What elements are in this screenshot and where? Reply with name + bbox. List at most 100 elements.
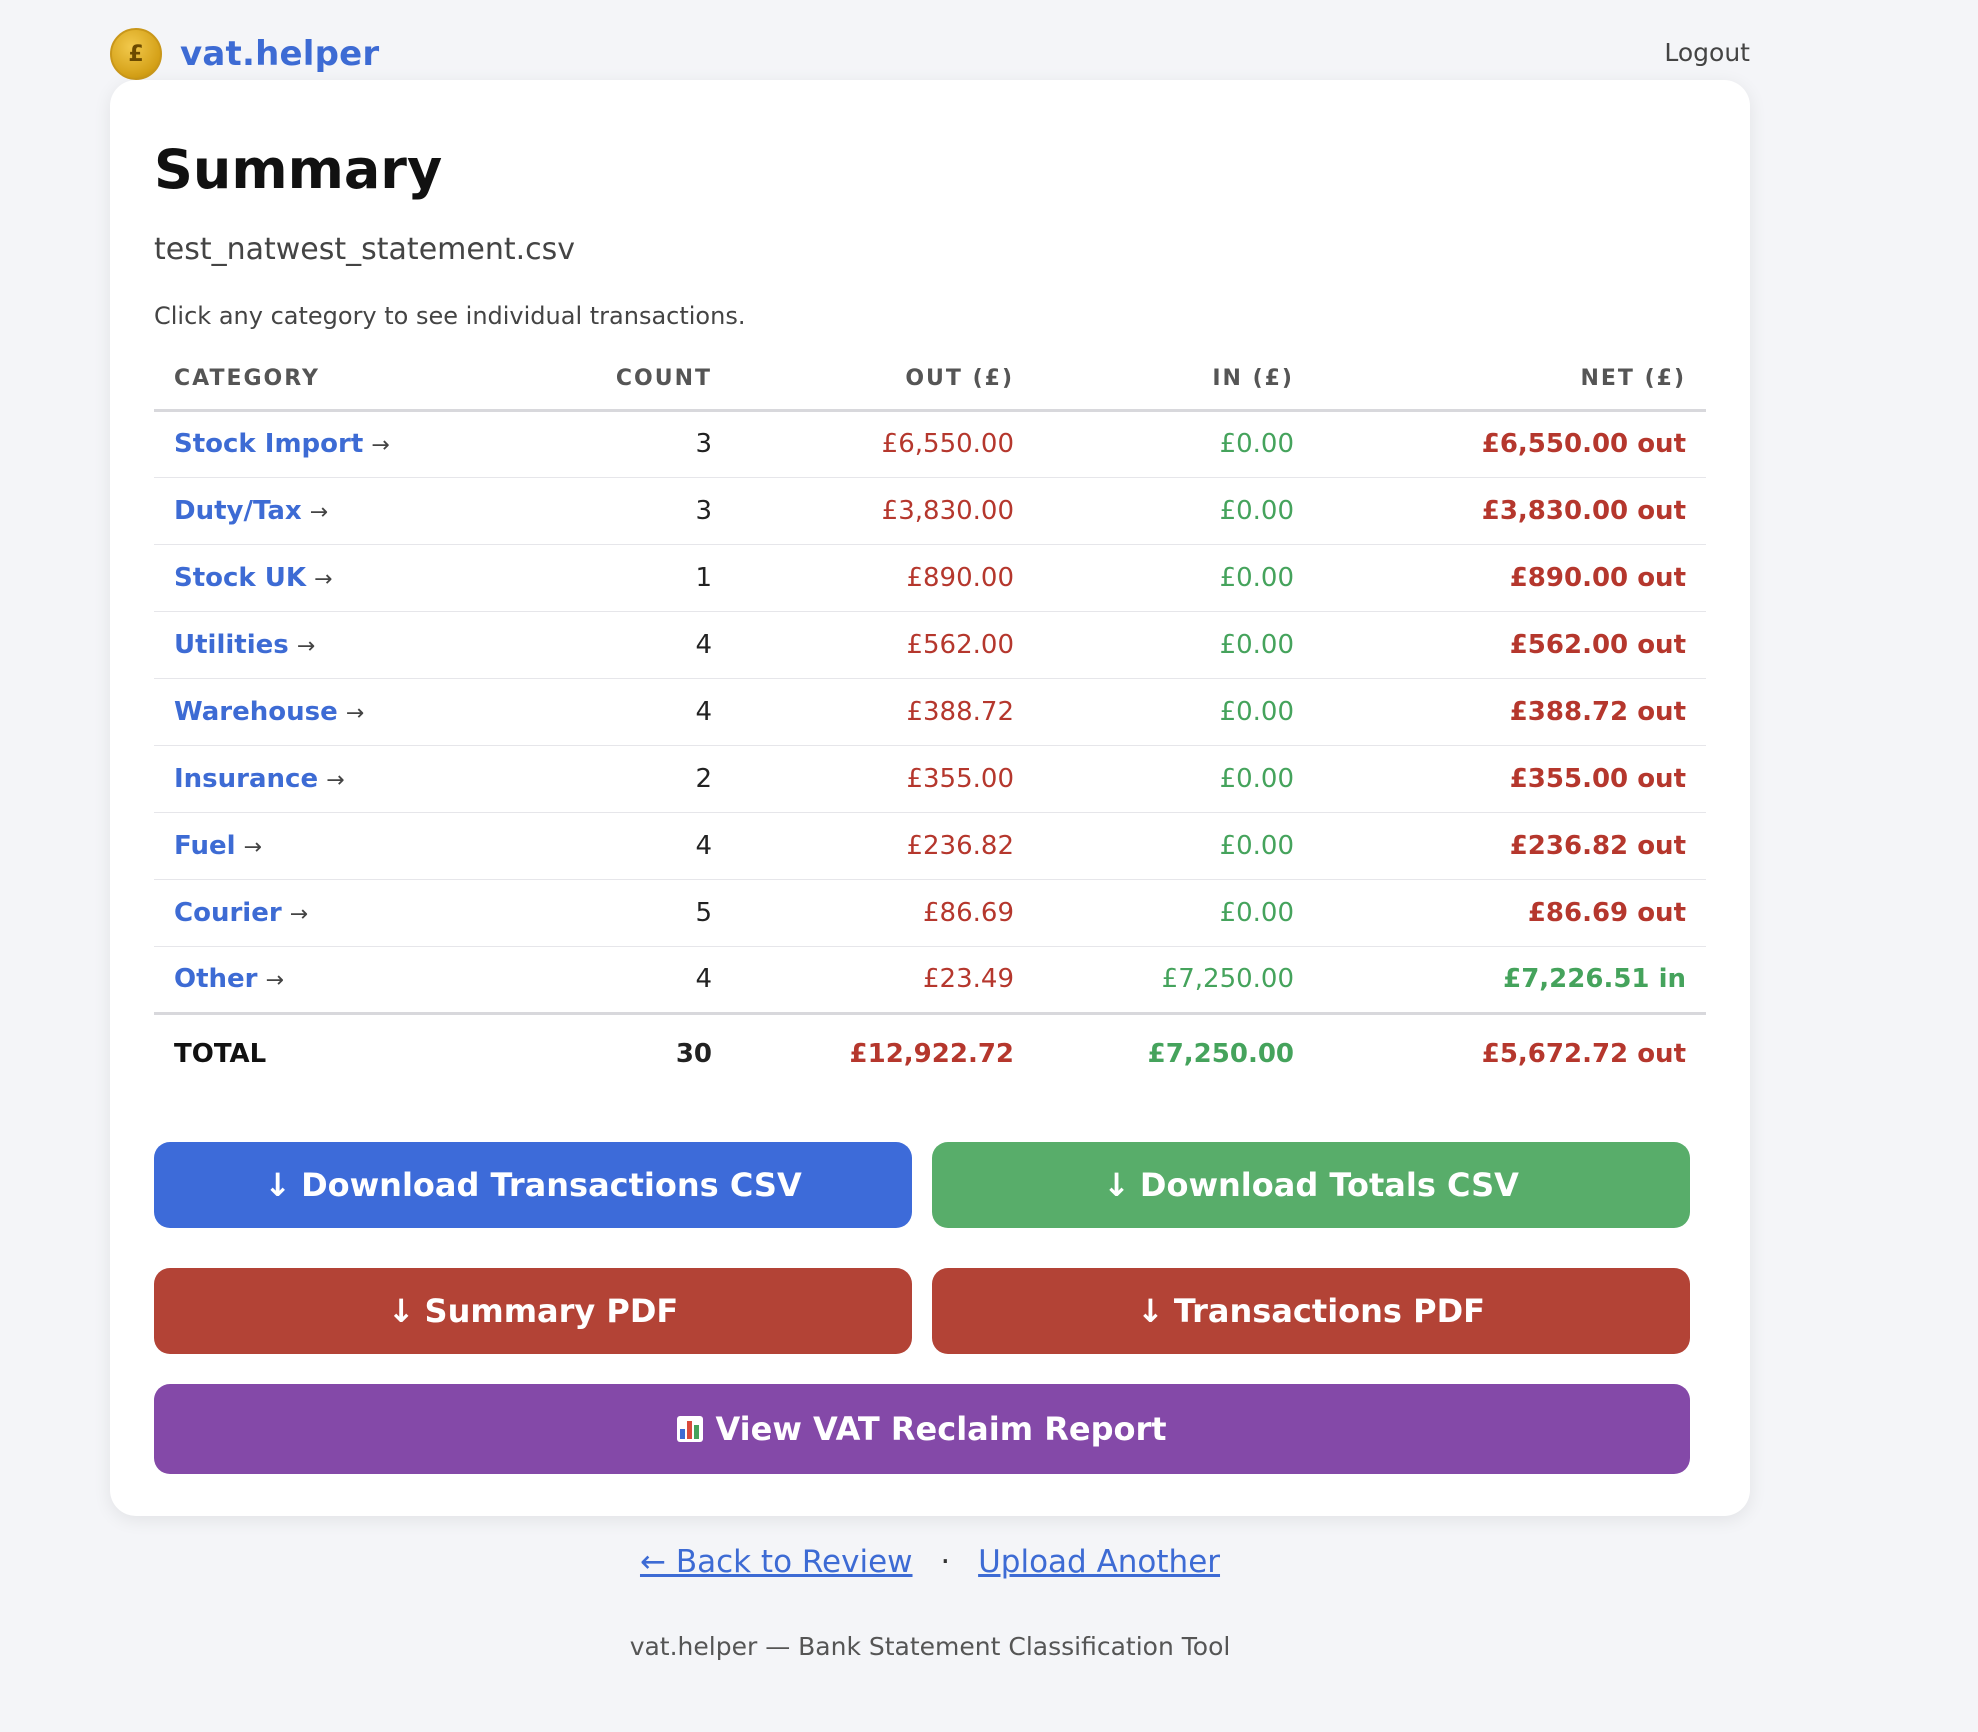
category-link[interactable]: Duty/Tax [174, 495, 302, 526]
top-bar: £ vat.helper Logout [110, 22, 1750, 84]
table-row[interactable]: Stock UK → 1 £890.00 £0.00 £890.00 out [154, 544, 1706, 612]
net-cell: £355.00 out [1314, 745, 1706, 813]
in-cell: £0.00 [1034, 410, 1314, 478]
arrow-right-icon: → [296, 633, 316, 659]
download-transactions-csv-label: Download Transactions CSV [301, 1166, 802, 1204]
total-out: £12,922.72 [732, 1011, 1034, 1093]
table-row[interactable]: Other → 4 £23.49 £7,250.00 £7,226.51 in [154, 946, 1706, 1014]
total-net: £5,672.72 out [1314, 1011, 1706, 1093]
category-link[interactable]: Stock Import [174, 429, 364, 459]
table-row[interactable]: Warehouse → 4 £388.72 £0.00 £388.72 out [154, 678, 1706, 746]
total-count: 30 [494, 1011, 732, 1093]
arrow-right-icon: → [326, 767, 345, 793]
category-link[interactable]: Other [174, 964, 258, 994]
in-cell: £7,250.00 [1034, 946, 1314, 1014]
category-cell[interactable]: Insurance → [154, 745, 494, 813]
out-cell: £562.00 [732, 611, 1034, 679]
in-cell: £0.00 [1034, 477, 1314, 545]
category-cell[interactable]: Other → [154, 946, 494, 1014]
category-link[interactable]: Fuel [174, 830, 236, 861]
column-header-out: OUT (£) [732, 348, 1034, 412]
footer-tagline: vat.helper — Bank Statement Classificati… [629, 1632, 1231, 1661]
category-link[interactable]: Stock UK [174, 562, 307, 593]
download-totals-csv-label: Download Totals CSV [1139, 1166, 1519, 1204]
in-cell: £0.00 [1034, 544, 1314, 612]
category-cell[interactable]: Stock UK → [154, 544, 494, 612]
transactions-pdf-button[interactable]: ↓ Transactions PDF [932, 1268, 1690, 1354]
in-cell: £0.00 [1034, 611, 1314, 679]
brand-logo[interactable]: £ vat.helper [110, 28, 379, 80]
in-cell: £0.00 [1034, 745, 1314, 813]
back-to-review-link[interactable]: ← Back to Review [639, 1544, 913, 1580]
link-separator: · [940, 1544, 951, 1580]
table-row[interactable]: Duty/Tax → 3 £3,830.00 £0.00 £3,830.00 out [154, 477, 1706, 545]
net-cell: £86.69 out [1314, 879, 1706, 947]
statement-filename: test_natwest_statement.csv [154, 232, 576, 267]
total-in: £7,250.00 [1034, 1011, 1314, 1093]
category-summary-table: CATEGORY COUNT OUT (£) IN (£) NET (£) St… [154, 348, 1706, 1093]
total-row: TOTAL 30 £12,922.72 £7,250.00 £5,672.72 … [154, 1011, 1706, 1093]
table-header-row: CATEGORY COUNT OUT (£) IN (£) NET (£) [154, 348, 1706, 412]
category-link[interactable]: Warehouse [174, 696, 338, 727]
column-header-in: IN (£) [1034, 348, 1314, 412]
net-cell: £236.82 out [1314, 812, 1706, 880]
count-cell: 4 [494, 812, 732, 880]
column-header-category: CATEGORY [154, 348, 494, 412]
category-link[interactable]: Courier [174, 897, 282, 928]
out-cell: £23.49 [732, 946, 1034, 1014]
footer-links: ← Back to Review · Upload Another [0, 1544, 1860, 1580]
count-cell: 1 [494, 544, 732, 612]
net-cell: £388.72 out [1314, 678, 1706, 746]
arrow-right-icon: → [309, 499, 329, 525]
out-cell: £3,830.00 [732, 477, 1034, 545]
view-vat-reclaim-report-label: View VAT Reclaim Report [715, 1410, 1167, 1448]
view-vat-reclaim-report-button[interactable]: View VAT Reclaim Report [154, 1384, 1690, 1474]
out-cell: £355.00 [732, 745, 1034, 813]
download-arrow-icon: ↓ [387, 1292, 415, 1330]
table-row[interactable]: Courier → 5 £86.69 £0.00 £86.69 out [154, 879, 1706, 947]
category-cell[interactable]: Warehouse → [154, 678, 494, 746]
download-arrow-icon: ↓ [1137, 1292, 1164, 1330]
count-cell: 4 [494, 678, 732, 746]
out-cell: £890.00 [732, 544, 1034, 612]
category-cell[interactable]: Courier → [154, 879, 494, 947]
count-cell: 3 [494, 477, 732, 545]
category-link[interactable]: Utilities [174, 629, 289, 660]
bar-chart-icon [677, 1416, 704, 1442]
summary-pdf-label: Summary PDF [424, 1292, 679, 1330]
count-cell: 3 [494, 410, 732, 478]
arrow-right-icon: → [371, 433, 390, 458]
summary-card: Summary test_natwest_statement.csv Click… [110, 80, 1750, 1516]
count-cell: 4 [494, 946, 732, 1014]
arrow-right-icon: → [314, 566, 333, 592]
table-row[interactable]: Stock Import → 3 £6,550.00 £0.00 £6,550.00 ou… [154, 410, 1706, 478]
arrow-right-icon: → [265, 968, 284, 993]
download-transactions-csv-button[interactable]: ↓ Download Transactions CSV [154, 1142, 912, 1228]
table-row[interactable]: Utilities → 4 £562.00 £0.00 £562.00 out [154, 611, 1706, 679]
upload-another-link[interactable]: Upload Another [978, 1544, 1221, 1580]
summary-pdf-button[interactable]: ↓ Summary PDF [154, 1268, 912, 1354]
page-title: Summary [154, 138, 443, 201]
net-cell: £890.00 out [1314, 544, 1706, 612]
category-cell[interactable]: Duty/Tax → [154, 477, 494, 545]
logout-link[interactable]: Logout [1664, 38, 1750, 67]
net-cell: £7,226.51 in [1314, 946, 1706, 1014]
pound-coin-icon: £ [110, 28, 162, 80]
category-cell[interactable]: Fuel → [154, 812, 494, 880]
table-row[interactable]: Fuel → 4 £236.82 £0.00 £236.82 out [154, 812, 1706, 880]
table-row[interactable]: Insurance → 2 £355.00 £0.00 £355.00 out [154, 745, 1706, 813]
category-cell[interactable]: Stock Import → [154, 410, 494, 478]
out-cell: £388.72 [732, 678, 1034, 746]
category-link[interactable]: Insurance [174, 763, 319, 794]
arrow-right-icon: → [289, 901, 309, 927]
brand-name: vat.helper [180, 34, 380, 74]
in-cell: £0.00 [1034, 678, 1314, 746]
category-cell[interactable]: Utilities → [154, 611, 494, 679]
download-totals-csv-button[interactable]: ↓ Download Totals CSV [932, 1142, 1690, 1228]
transactions-pdf-label: Transactions PDF [1173, 1292, 1485, 1330]
in-cell: £0.00 [1034, 879, 1314, 947]
category-hint: Click any category to see individual tra… [154, 302, 746, 330]
count-cell: 4 [494, 611, 732, 679]
out-cell: £236.82 [732, 812, 1034, 880]
download-arrow-icon: ↓ [264, 1166, 292, 1204]
